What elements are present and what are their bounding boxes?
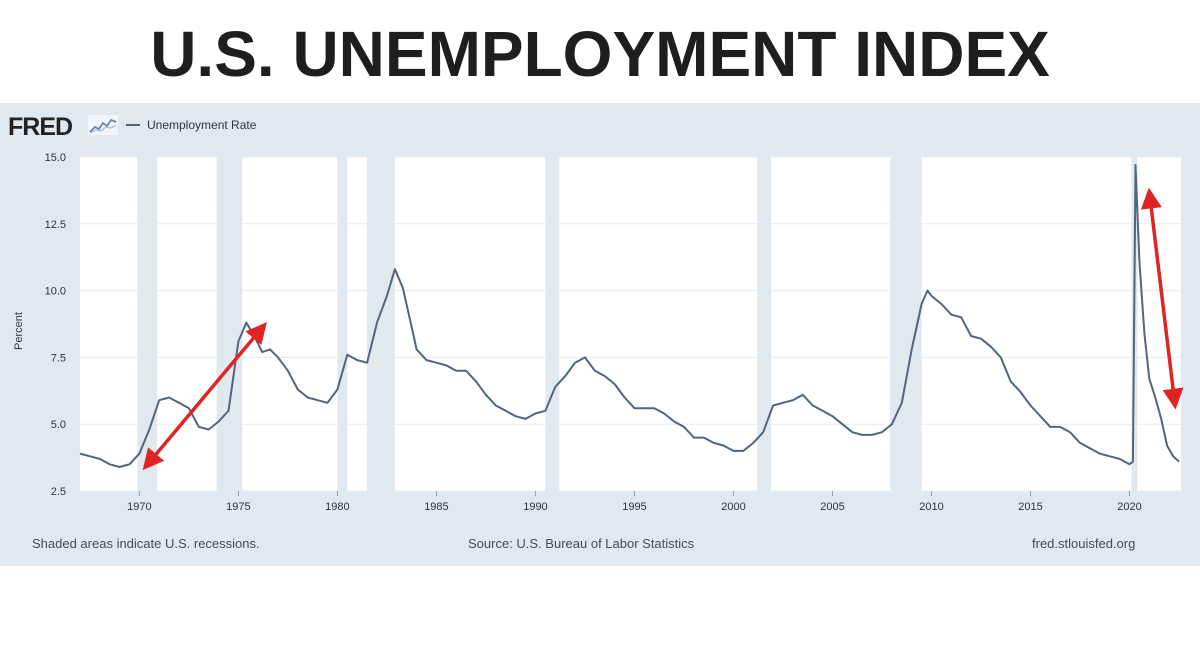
x-tick-label: 1970 [127,501,151,513]
legend: Unemployment Rate [126,118,256,132]
recession-band [367,157,395,491]
y-tick-label: 12.5 [45,219,66,231]
recession-band [337,157,348,491]
x-tick-label: 2015 [1018,501,1042,513]
y-tick-label: 15.0 [45,152,66,164]
fred-logo[interactable]: FRED [8,113,73,141]
footer-recession-note: Shaded areas indicate U.S. recessions. [32,536,260,551]
recession-band [137,157,158,491]
headline: U.S. UNEMPLOYMENT INDEX [150,18,1050,90]
x-tick-label: 2020 [1117,501,1141,513]
x-tick-label: 1975 [226,501,250,513]
legend-swatch [126,124,140,126]
x-tick-label: 1980 [325,501,349,513]
recession-band [216,157,243,491]
footer-source: Source: U.S. Bureau of Labor Statistics [468,536,695,551]
y-axis-label: Percent [13,312,25,350]
annotation-double-arrow [1140,187,1184,410]
x-tick-label: 1990 [523,501,547,513]
legend-label: Unemployment Rate [147,118,257,132]
y-tick-label: 10.0 [45,286,66,298]
x-tick-label: 2000 [721,501,745,513]
x-tick-label: 1995 [622,501,646,513]
fred-sparkline-icon [88,115,118,135]
recession-band [545,157,560,491]
x-tick-label: 2005 [820,501,844,513]
x-tick-label: 2010 [919,501,943,513]
x-tick-label: 1985 [424,501,448,513]
annotation-double-arrow [142,322,267,471]
unemployment-rate-line [79,164,1180,468]
y-tick-label: 7.5 [51,352,66,364]
footer-fred-link[interactable]: fred.stlouisfed.org [1032,536,1136,551]
unemployment-chart: Percent 2.5 5.0 7.5 10.0 12.5 15.0 1970 1975 198… [13,152,1184,513]
y-tick-label: 5.0 [51,419,66,431]
recession-band [757,157,772,491]
y-tick-label: 2.5 [51,486,66,498]
